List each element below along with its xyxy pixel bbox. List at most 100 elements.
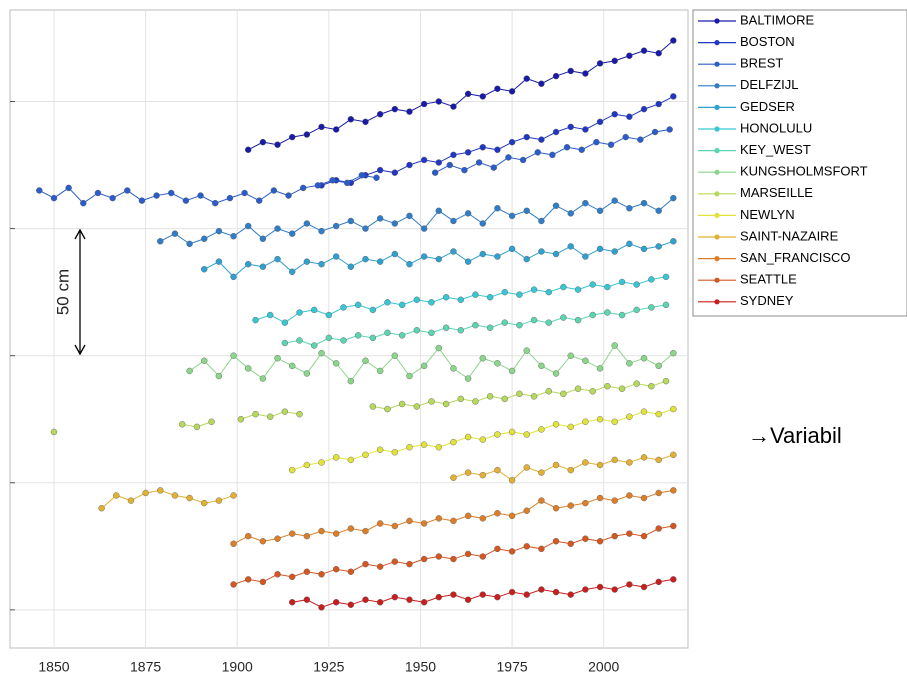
data-point <box>670 37 677 44</box>
data-point <box>420 100 428 108</box>
data-point <box>552 250 560 258</box>
data-point <box>494 205 501 212</box>
data-point <box>472 291 479 298</box>
data-point <box>398 301 406 309</box>
x-tick-label: 1875 <box>130 659 161 675</box>
data-point <box>464 433 472 441</box>
data-point <box>50 428 58 436</box>
data-point <box>666 126 673 133</box>
data-point <box>670 349 677 357</box>
data-point <box>332 454 340 461</box>
data-point <box>230 273 237 281</box>
data-point <box>516 321 523 329</box>
data-point <box>530 286 538 293</box>
data-point <box>127 497 135 504</box>
data-point <box>318 349 325 357</box>
data-point <box>442 400 450 408</box>
data-point <box>494 510 501 517</box>
data-point <box>303 220 311 227</box>
data-point <box>245 146 252 154</box>
data-point <box>201 235 208 242</box>
data-point <box>648 304 655 311</box>
data-point <box>626 492 633 499</box>
legend-text: DELFZIJL <box>740 77 799 92</box>
series-line <box>189 344 674 382</box>
data-point <box>391 522 399 530</box>
data-point <box>538 362 545 370</box>
data-point <box>420 362 428 370</box>
data-point <box>274 141 281 148</box>
data-point <box>640 199 648 207</box>
data-point <box>450 474 457 481</box>
data-point <box>486 393 494 400</box>
data-point <box>479 250 486 258</box>
data-point <box>626 113 633 120</box>
data-point <box>362 118 369 126</box>
data-point <box>567 352 574 359</box>
data-point <box>464 469 472 476</box>
data-point <box>626 52 633 59</box>
data-point <box>347 377 355 385</box>
data-point <box>670 194 677 202</box>
data-point <box>501 319 508 326</box>
data-point <box>318 571 325 578</box>
data-point <box>582 199 589 207</box>
data-point <box>582 357 589 364</box>
data-point <box>582 253 589 260</box>
data-point <box>186 367 193 375</box>
data-point <box>369 403 377 410</box>
data-point <box>508 477 516 484</box>
data-point <box>552 202 560 209</box>
data-point <box>420 599 428 606</box>
data-point <box>567 123 574 131</box>
data-point <box>552 538 560 545</box>
data-point <box>611 586 618 593</box>
data-point <box>124 187 131 194</box>
data-point <box>596 494 604 502</box>
data-point <box>508 138 516 146</box>
data-point <box>285 192 292 199</box>
legend-marker <box>714 191 720 197</box>
data-point <box>626 413 633 420</box>
data-point <box>113 492 120 499</box>
data-point <box>486 324 494 331</box>
data-point <box>332 566 340 573</box>
data-point <box>241 189 248 197</box>
data-point <box>281 339 289 347</box>
data-point <box>270 187 278 194</box>
data-point <box>450 517 457 525</box>
data-point <box>626 459 633 466</box>
data-point <box>245 222 252 230</box>
data-point <box>640 532 648 540</box>
data-point <box>538 248 545 255</box>
data-point <box>508 588 516 596</box>
data-point <box>494 431 501 438</box>
data-point <box>274 535 281 542</box>
data-point <box>347 263 355 270</box>
data-point <box>303 258 311 265</box>
data-point <box>655 489 662 497</box>
data-point <box>94 189 102 197</box>
data-point <box>508 428 516 436</box>
data-point <box>362 225 369 232</box>
data-point <box>450 151 457 159</box>
data-point <box>376 111 384 118</box>
data-point <box>435 159 442 166</box>
data-point <box>567 423 574 431</box>
data-point <box>318 260 325 268</box>
data-point <box>413 296 420 303</box>
data-point <box>622 133 629 141</box>
data-point <box>626 581 633 588</box>
data-point <box>611 57 618 65</box>
data-point <box>523 464 530 471</box>
data-point <box>376 520 384 527</box>
data-point <box>406 560 413 568</box>
data-point <box>420 156 428 164</box>
data-point <box>670 576 677 583</box>
data-point <box>519 156 527 164</box>
data-point <box>596 583 604 591</box>
data-point <box>475 159 483 166</box>
data-point <box>552 504 560 512</box>
data-point <box>325 334 333 342</box>
data-point <box>593 138 600 146</box>
